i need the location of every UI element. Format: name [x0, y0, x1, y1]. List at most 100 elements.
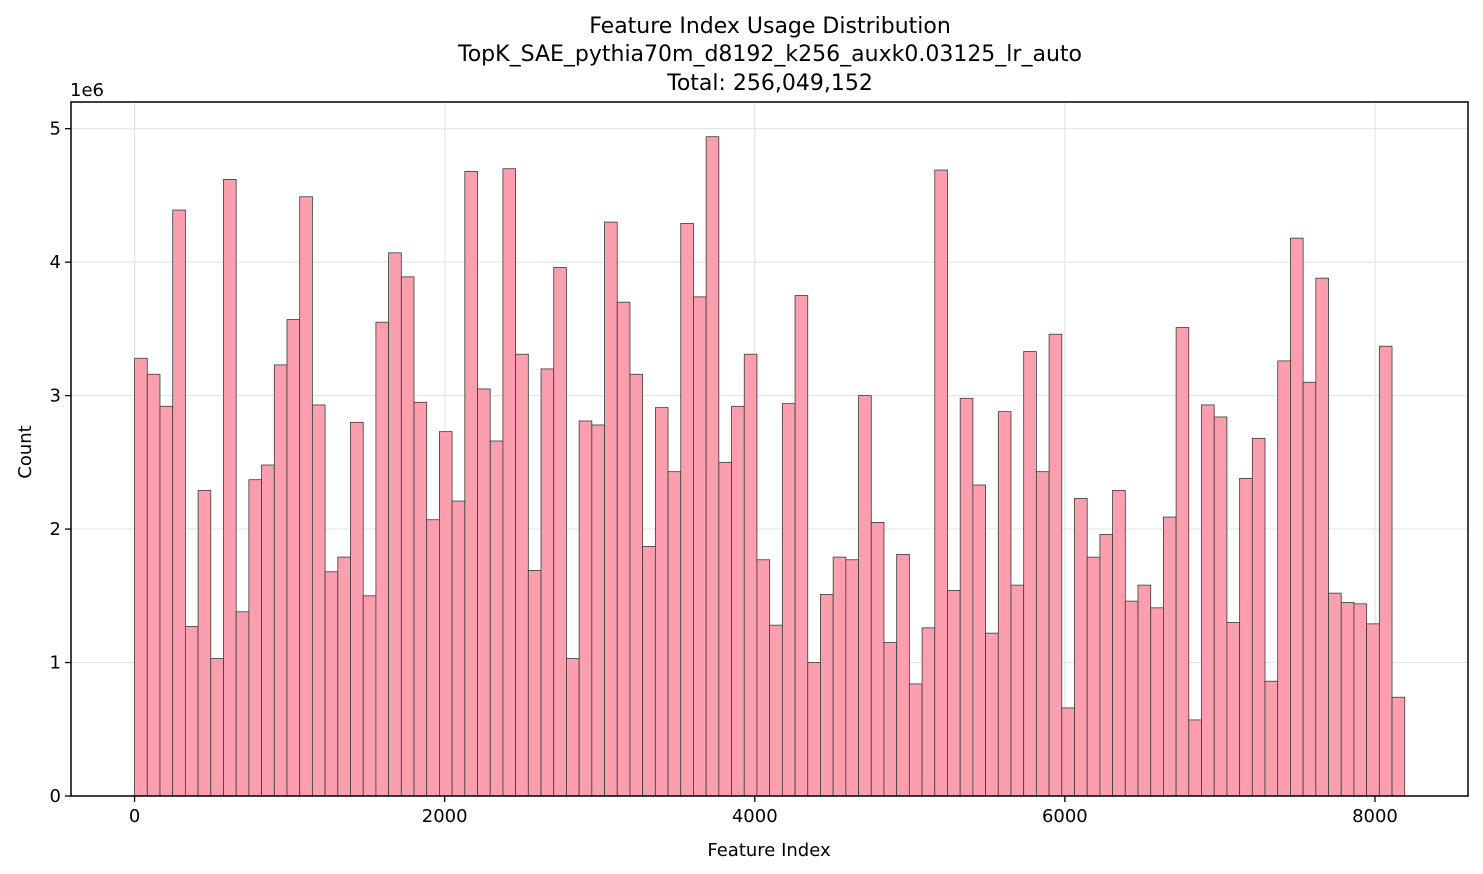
- histogram-bar: [1391, 696, 1406, 797]
- histogram-bar: [1340, 602, 1355, 797]
- histogram-bar: [1239, 477, 1253, 797]
- histogram-bar: [146, 373, 161, 797]
- histogram-bar: [807, 662, 821, 797]
- histogram-bar: [921, 627, 936, 797]
- y-tick-label: 4: [50, 252, 61, 273]
- histogram-bar: [248, 479, 262, 797]
- histogram-bar: [743, 353, 758, 797]
- histogram-bar: [781, 403, 796, 797]
- chart-title: Feature Index Usage Distribution TopK_SA…: [457, 14, 1082, 96]
- histogram-bar: [172, 209, 186, 797]
- histogram-bar: [1124, 600, 1139, 797]
- histogram-bar: [527, 570, 542, 797]
- x-tick-label: 4000: [732, 806, 778, 827]
- histogram-bar: [1137, 584, 1152, 797]
- histogram-bar: [769, 624, 783, 797]
- histogram-bar: [1175, 327, 1190, 797]
- histogram-bar: [591, 424, 605, 797]
- histogram-bar: [1290, 237, 1304, 797]
- histogram-bar: [426, 519, 440, 797]
- y-tick-label: 1: [50, 653, 61, 674]
- histogram-bar: [210, 658, 224, 797]
- histogram-bar: [1264, 680, 1279, 797]
- histogram-bar: [286, 319, 301, 797]
- histogram-bar: [845, 559, 859, 797]
- histogram-bar: [439, 431, 453, 797]
- histogram-bar: [642, 546, 656, 797]
- histogram-bar: [540, 368, 555, 797]
- histogram-bar: [883, 642, 898, 797]
- histogram-bar: [1277, 360, 1291, 797]
- bar-series: [134, 136, 1406, 797]
- histogram-bar: [1150, 607, 1164, 797]
- histogram-bar: [947, 590, 961, 797]
- title-line-3: Total: 256,049,152: [666, 71, 873, 96]
- histogram-bar: [184, 626, 199, 797]
- histogram-bar: [934, 169, 948, 797]
- histogram-bar: [1353, 603, 1368, 797]
- histogram-bar: [375, 321, 390, 797]
- histogram-bar: [667, 471, 682, 797]
- histogram-bar: [1048, 333, 1063, 797]
- histogram-bar: [400, 276, 415, 797]
- histogram-bar: [159, 405, 174, 797]
- histogram-bar: [299, 196, 313, 797]
- histogram-bar: [1226, 622, 1241, 797]
- histogram-bar: [654, 407, 669, 797]
- histogram-bar: [1188, 719, 1202, 797]
- histogram-bar: [604, 221, 618, 797]
- histogram-bar: [997, 411, 1012, 797]
- histogram-bar: [578, 420, 593, 797]
- histogram-bar: [794, 295, 809, 797]
- y-tick-label: 5: [50, 119, 61, 140]
- histogram-bar: [705, 136, 720, 797]
- axes: 0 2000 4000 6000 8000 0 1 2 3 4 5: [50, 101, 1469, 827]
- histogram-bar: [1112, 489, 1126, 797]
- histogram-bar: [566, 658, 580, 797]
- histogram-bar: [502, 168, 517, 797]
- histogram-bar: [350, 421, 364, 797]
- histogram-bar: [362, 595, 377, 797]
- histogram-bar: [235, 611, 250, 797]
- histogram-bar: [261, 464, 275, 797]
- histogram-bar: [858, 395, 872, 797]
- histogram-bar: [629, 373, 644, 797]
- histogram-bar: [1010, 584, 1025, 797]
- histogram-bar: [985, 632, 999, 797]
- histogram-bar: [1074, 497, 1088, 797]
- histogram-bar: [1378, 345, 1393, 797]
- histogram-bar: [324, 571, 339, 797]
- y-tick-label: 2: [50, 519, 61, 540]
- histogram-bar: [1035, 471, 1050, 797]
- histogram-bar: [756, 559, 771, 797]
- histogram-bar: [1366, 623, 1380, 797]
- histogram-bar: [693, 296, 707, 797]
- histogram-bar: [1163, 516, 1177, 797]
- x-tick-label: 2000: [422, 806, 468, 827]
- histogram-bar: [451, 500, 466, 797]
- histogram-bar: [1213, 416, 1228, 797]
- histogram-bar: [134, 357, 148, 797]
- histogram-bar: [388, 252, 402, 797]
- histogram-bar: [223, 179, 237, 797]
- histogram-bar: [515, 353, 529, 797]
- histogram-bar: [896, 554, 910, 797]
- histogram-bar: [972, 484, 986, 797]
- histogram-bar: [1251, 437, 1266, 797]
- y-offset-label: 1e6: [70, 80, 104, 101]
- histogram-bar: [273, 364, 288, 797]
- title-line-2: TopK_SAE_pythia70m_d8192_k256_auxk0.0312…: [457, 42, 1082, 67]
- histogram-bar: [1328, 592, 1342, 797]
- histogram-bar: [680, 223, 694, 797]
- histogram-bar: [731, 405, 745, 797]
- plot-frame: [70, 101, 1469, 797]
- histogram-bar: [337, 556, 351, 797]
- histogram-bar: [1061, 707, 1075, 797]
- title-line-1: Feature Index Usage Distribution: [589, 14, 951, 39]
- histogram-bar: [959, 397, 974, 797]
- histogram-bar: [1201, 404, 1215, 797]
- histogram-bar: [832, 556, 847, 797]
- x-tick-label: 0: [129, 806, 140, 827]
- histogram-bar: [413, 401, 428, 797]
